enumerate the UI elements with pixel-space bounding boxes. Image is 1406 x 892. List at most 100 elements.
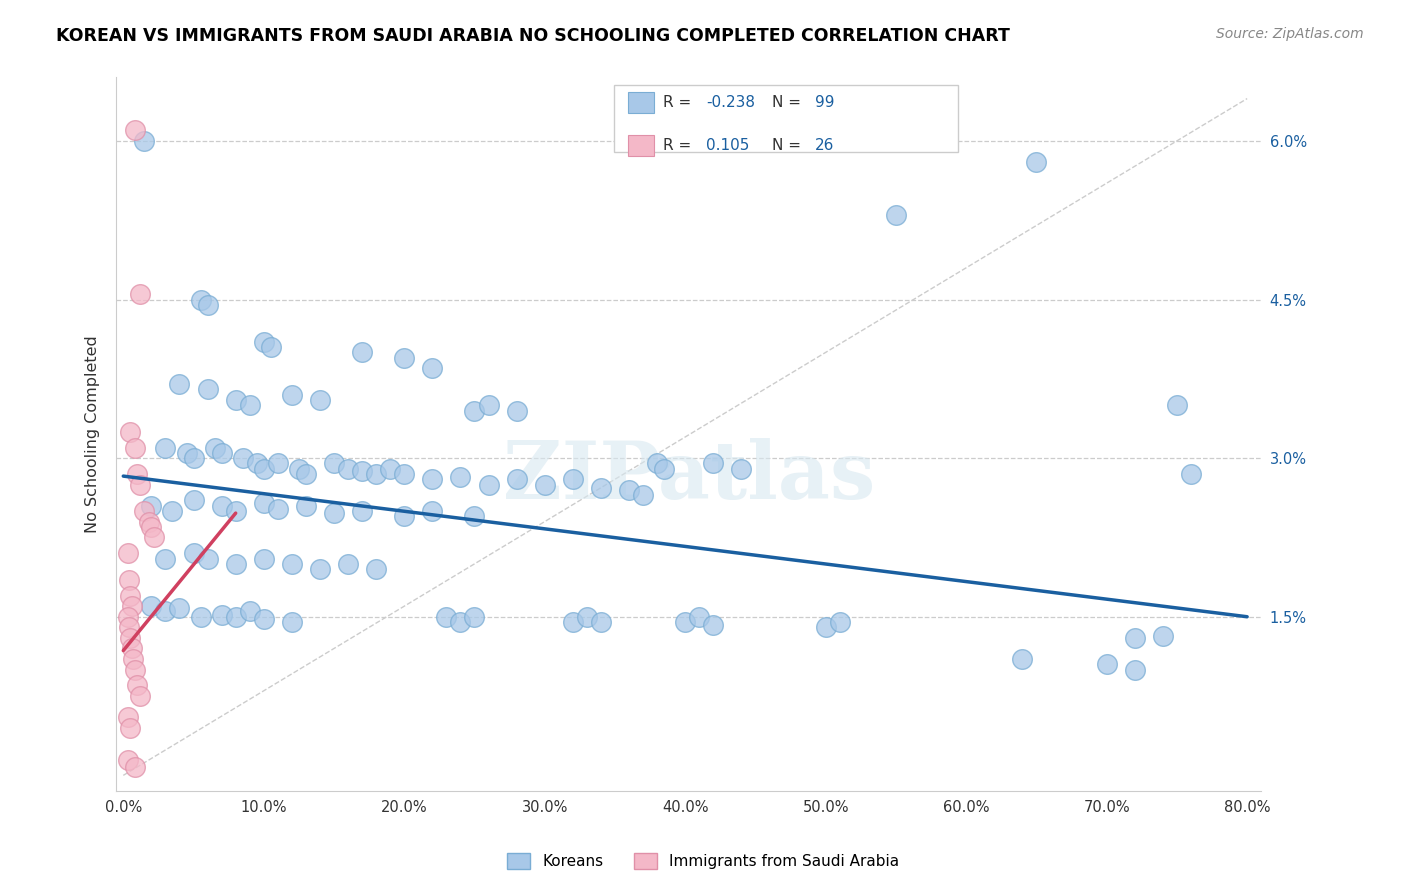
Point [828,615,851,629]
Point [1166,398,1188,412]
Point [155,551,177,566]
Point [394,509,416,524]
Text: 26: 26 [815,137,835,153]
Point [141,599,163,614]
Point [121,599,143,614]
Point [449,470,471,484]
Point [239,604,262,618]
Point [124,441,146,455]
Text: N =: N = [772,95,806,110]
Point [169,601,191,615]
Point [129,287,152,301]
Point [253,461,276,475]
Bar [628,135,654,156]
Point [211,607,233,622]
Point [122,652,145,666]
Text: Source: ZipAtlas.com: Source: ZipAtlas.com [1216,27,1364,41]
Point [352,345,374,359]
Point [129,477,152,491]
Point [127,467,149,481]
Point [225,392,247,407]
Point [162,504,184,518]
Point [1011,652,1033,666]
Text: -0.238: -0.238 [706,95,755,110]
Point [204,441,226,455]
Point [295,467,318,481]
Point [176,446,198,460]
Point [239,398,262,412]
Point [281,615,304,629]
Point [246,457,269,471]
Point [323,457,346,471]
Point [253,334,276,349]
Point [288,461,311,475]
Point [617,483,640,497]
Point [169,377,191,392]
Point [253,612,276,626]
Point [309,562,332,576]
Point [281,557,304,571]
Point [183,451,205,466]
Point [575,609,598,624]
Text: R =: R = [664,137,696,153]
Point [422,472,444,486]
Point [422,361,444,376]
Point [323,506,346,520]
Point [260,340,283,354]
Point [673,615,696,629]
Point [141,499,163,513]
Point [211,499,233,513]
Point [120,631,142,645]
Text: KOREAN VS IMMIGRANTS FROM SAUDI ARABIA NO SCHOOLING COMPLETED CORRELATION CHART: KOREAN VS IMMIGRANTS FROM SAUDI ARABIA N… [56,27,1010,45]
Point [127,678,149,692]
Point [267,501,290,516]
Point [118,620,141,634]
Point [645,457,668,471]
Point [589,481,612,495]
Point [211,446,233,460]
Legend: Koreans, Immigrants from Saudi Arabia: Koreans, Immigrants from Saudi Arabia [501,847,905,875]
Point [337,557,360,571]
Point [631,488,654,502]
Point [505,403,527,417]
Point [449,615,471,629]
Point [197,298,219,312]
Point [121,641,143,656]
Point [117,609,139,624]
Point [155,441,177,455]
Point [183,493,205,508]
Point [124,760,146,774]
Point [434,609,457,624]
Point [366,467,388,481]
Point [253,551,276,566]
Point [141,520,163,534]
Point [688,609,710,624]
Point [134,504,156,518]
Point [190,609,212,624]
Point [134,134,156,148]
Point [589,615,612,629]
Point [1123,663,1146,677]
Point [155,604,177,618]
Point [124,123,146,137]
Point [129,689,152,703]
Point [309,392,332,407]
Point [884,208,907,222]
Point [1095,657,1118,672]
Point [477,477,499,491]
Point [652,461,675,475]
Point [463,403,485,417]
Point [1152,629,1174,643]
Text: 99: 99 [815,95,835,110]
FancyBboxPatch shape [614,85,957,153]
Point [463,509,485,524]
Point [120,589,142,603]
Point [1180,467,1202,481]
Point [253,495,276,509]
Point [463,609,485,624]
Point [120,425,142,439]
Point [197,551,219,566]
Point [1123,631,1146,645]
Point [197,383,219,397]
Point [477,398,499,412]
